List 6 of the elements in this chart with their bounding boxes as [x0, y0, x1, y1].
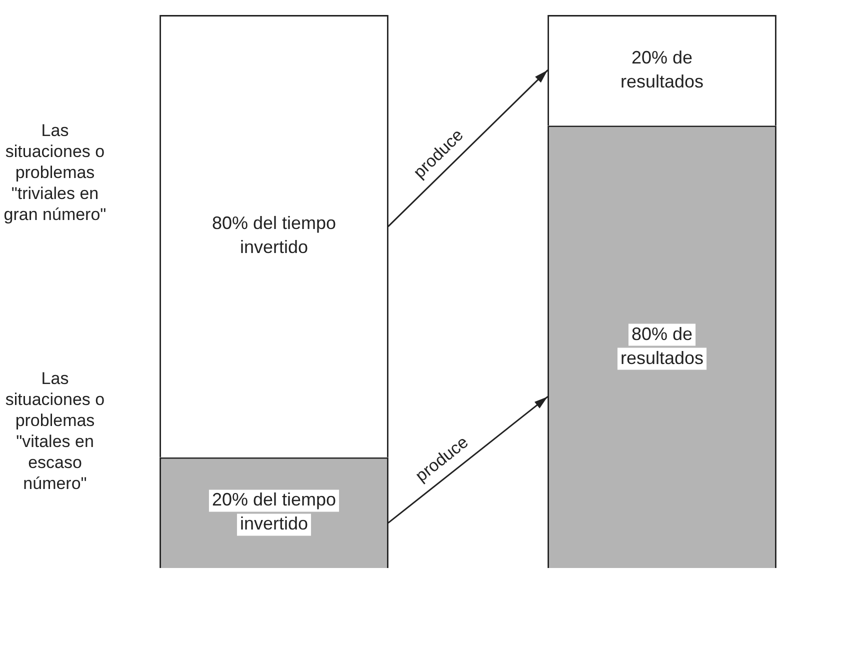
annotation: Las situaciones o problemas "triviales en gran número" [2, 120, 108, 225]
data-label: 80% del tiempo invertido [212, 213, 336, 258]
data-label: 20% de resultados [620, 47, 704, 92]
data-label: 80% de resultados [620, 324, 704, 368]
data-label: 20% del tiempo invertido [212, 490, 336, 534]
annotation: Las situaciones o problemas "vitales en escaso número" [4, 368, 106, 494]
